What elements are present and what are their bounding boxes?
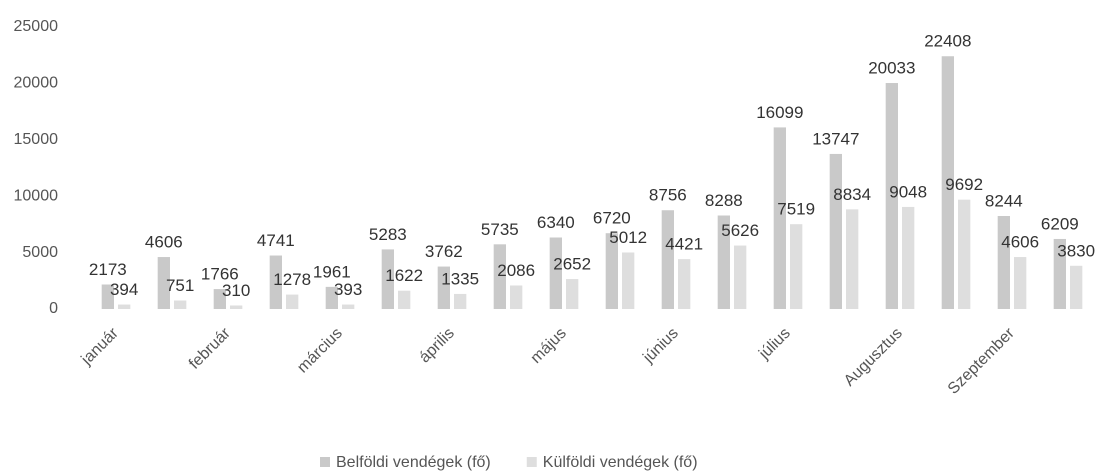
bar: [213, 289, 226, 309]
bar: [734, 245, 747, 309]
data-label: 6720: [593, 209, 631, 228]
bar: [342, 304, 355, 309]
bar: [997, 216, 1010, 309]
data-label: 5735: [481, 220, 519, 239]
bar: [622, 252, 635, 309]
y-tick-label: 20000: [14, 75, 59, 92]
x-tick-label: Szeptember: [945, 324, 1019, 398]
data-label: 6209: [1041, 214, 1079, 233]
y-tick-label: 25000: [14, 18, 59, 35]
bar: [773, 127, 786, 309]
bar: [678, 259, 691, 309]
bar: [549, 237, 562, 309]
bar: [1070, 265, 1083, 309]
data-label: 16099: [756, 103, 803, 122]
data-label: 8756: [649, 186, 687, 205]
data-label: 5626: [721, 221, 759, 240]
bar: [1053, 238, 1066, 309]
data-label: 4421: [665, 235, 703, 254]
bar: [958, 199, 971, 309]
x-tick-label: április: [416, 325, 458, 367]
y-tick-label: 5000: [22, 244, 58, 261]
data-label: 8244: [985, 191, 1023, 210]
bar: [829, 153, 842, 309]
x-tick-label: június: [640, 325, 682, 367]
legend-label: Külföldi vendégek (fő): [543, 454, 698, 471]
data-label: 3830: [1057, 241, 1095, 260]
data-label: 394: [110, 280, 138, 299]
data-label: 393: [334, 280, 362, 299]
bar: [885, 83, 898, 309]
bar: [790, 224, 803, 309]
data-label: 22408: [924, 32, 971, 51]
y-tick-label: 15000: [14, 131, 59, 148]
bar: [437, 266, 450, 309]
bar: [902, 206, 915, 309]
bar: [510, 285, 523, 309]
bar: [454, 293, 467, 309]
x-tick-label: Augusztus: [841, 325, 906, 390]
bar: [493, 244, 506, 309]
bar: [118, 304, 131, 309]
bar: [174, 300, 187, 309]
bar: [269, 255, 282, 309]
data-label: 9692: [945, 175, 983, 194]
data-label: 4606: [1001, 233, 1039, 252]
data-label: 2086: [497, 261, 535, 280]
legend-swatch: [526, 457, 537, 467]
data-label: 8834: [833, 185, 871, 204]
data-label: 4606: [145, 233, 183, 252]
bar: [101, 284, 114, 309]
legend-label: Belföldi vendégek (fő): [336, 454, 491, 471]
x-tick-label: január: [78, 324, 123, 369]
y-tick-label: 10000: [14, 187, 59, 204]
legend-swatch: [320, 457, 330, 467]
x-tick-label: május: [528, 325, 570, 367]
x-tick-label: február: [186, 324, 234, 372]
bar: [717, 215, 730, 309]
bar: [846, 209, 859, 309]
data-label: 1278: [273, 270, 311, 289]
data-label: 6340: [537, 213, 575, 232]
data-label: 1961: [313, 262, 351, 281]
data-label: 9048: [889, 182, 927, 201]
data-label: 20033: [868, 59, 915, 78]
y-tick-label: 0: [49, 300, 58, 317]
data-label: 5283: [369, 225, 407, 244]
bar: [661, 210, 674, 309]
data-label: 751: [166, 276, 194, 295]
bar: [1014, 257, 1027, 309]
data-label: 13747: [812, 129, 859, 148]
data-label: 7519: [777, 200, 815, 219]
data-label: 310: [222, 281, 250, 300]
data-label: 2652: [553, 255, 591, 274]
data-label: 2173: [89, 260, 127, 279]
data-label: 1766: [201, 265, 239, 284]
data-label: 1622: [385, 266, 423, 285]
data-label: 8288: [705, 191, 743, 210]
bar: [230, 305, 243, 309]
data-label: 4741: [257, 231, 295, 250]
bar: [566, 279, 579, 309]
bar: [325, 286, 338, 309]
x-tick-label: március: [294, 325, 346, 377]
bar: [605, 233, 618, 309]
bar: [157, 257, 170, 309]
bar: [286, 294, 299, 309]
data-label: 3762: [425, 242, 463, 261]
bar: [941, 56, 954, 309]
data-label: 1335: [441, 269, 479, 288]
bar: [398, 290, 411, 309]
x-tick-label: július: [755, 325, 794, 364]
bar: [381, 249, 394, 309]
data-label: 5012: [609, 228, 647, 247]
